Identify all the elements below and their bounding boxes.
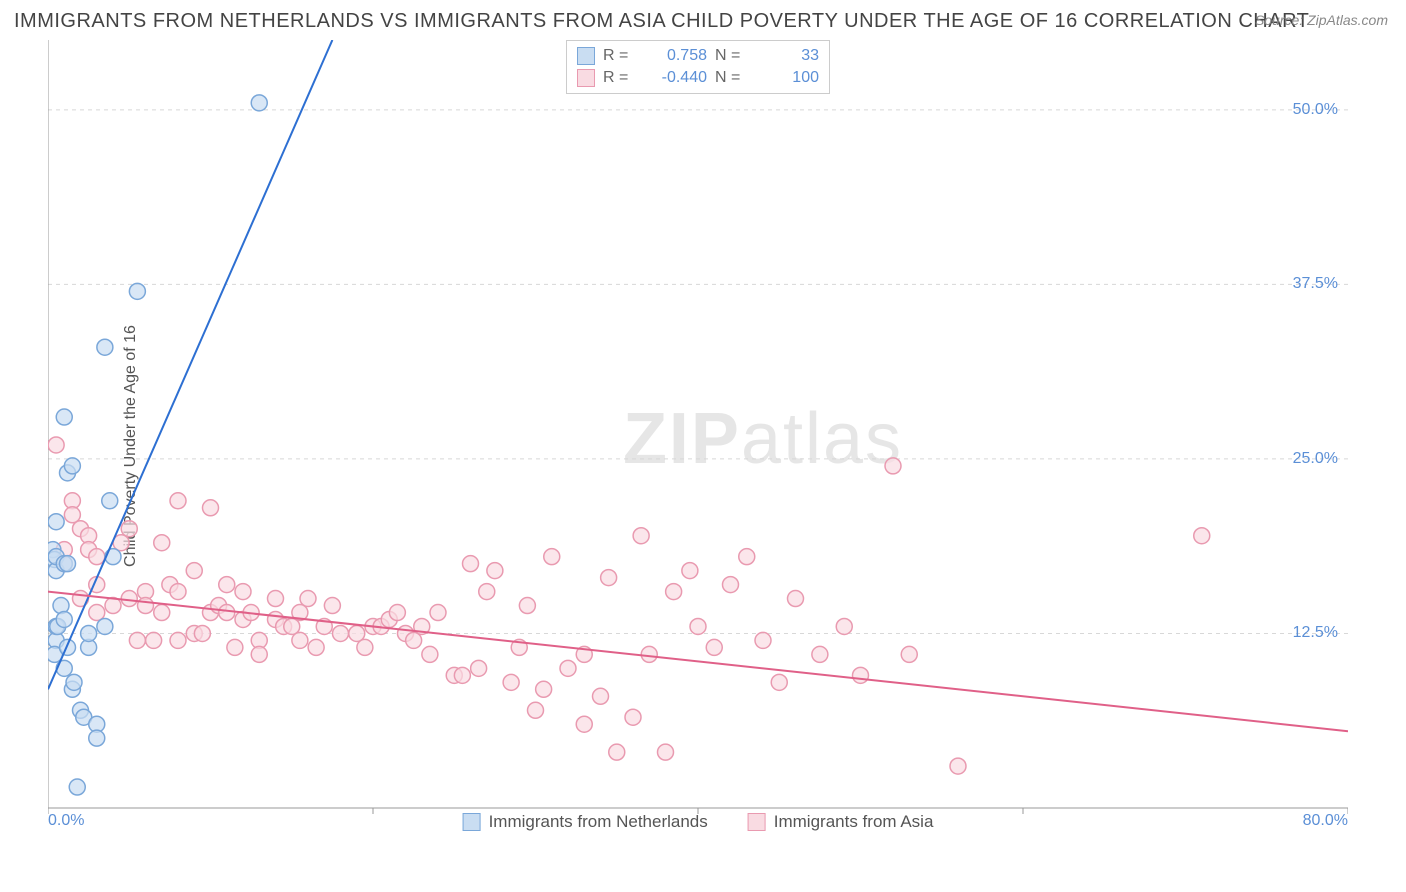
- legend-item-series2: Immigrants from Asia: [748, 812, 934, 832]
- n-value-2: 100: [763, 69, 819, 87]
- n-value-1: 33: [763, 47, 819, 65]
- legend-row-series1: R = 0.758 N = 33: [577, 45, 819, 67]
- swatch-series2: [577, 69, 595, 87]
- y-tick-label: 37.5%: [1293, 275, 1338, 293]
- r-label-1: R =: [603, 47, 643, 65]
- swatch-series1-bottom: [463, 813, 481, 831]
- y-tick-label: 50.0%: [1293, 101, 1338, 119]
- y-tick-label: 12.5%: [1293, 624, 1338, 642]
- swatch-series2-bottom: [748, 813, 766, 831]
- n-label-1: N =: [715, 47, 755, 65]
- legend-row-series2: R = -0.440 N = 100: [577, 67, 819, 89]
- legend-item-series1: Immigrants from Netherlands: [463, 812, 708, 832]
- r-label-2: R =: [603, 69, 643, 87]
- swatch-series1: [577, 47, 595, 65]
- chart-area: ZIPatlas R = 0.758 N = 33 R = -0.440 N =…: [48, 40, 1348, 838]
- x-tick-label: 0.0%: [48, 812, 84, 830]
- y-tick-label: 25.0%: [1293, 450, 1338, 468]
- r-value-1: 0.758: [651, 47, 707, 65]
- x-tick-label: 80.0%: [1303, 812, 1348, 830]
- source-label: Source: ZipAtlas.com: [1255, 12, 1388, 28]
- correlation-legend: R = 0.758 N = 33 R = -0.440 N = 100: [566, 40, 830, 94]
- r-value-2: -0.440: [651, 69, 707, 87]
- series-legend: Immigrants from Netherlands Immigrants f…: [463, 812, 934, 832]
- n-label-2: N =: [715, 69, 755, 87]
- chart-title: IMMIGRANTS FROM NETHERLANDS VS IMMIGRANT…: [14, 10, 1309, 33]
- series1-label: Immigrants from Netherlands: [489, 812, 708, 832]
- scatter-plot: [48, 40, 1348, 838]
- series2-label: Immigrants from Asia: [774, 812, 934, 832]
